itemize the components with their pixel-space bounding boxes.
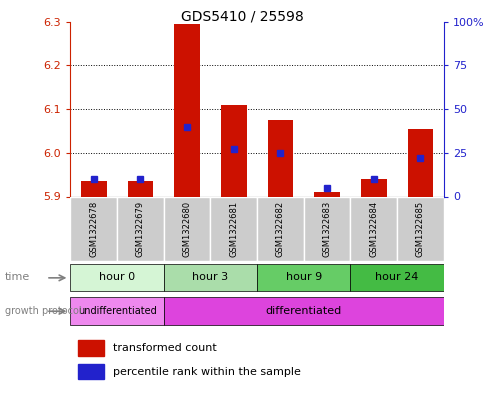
Text: time: time bbox=[5, 272, 30, 283]
Bar bbox=[257, 197, 303, 261]
Bar bbox=[164, 264, 257, 291]
Bar bbox=[349, 264, 443, 291]
Bar bbox=[164, 197, 210, 261]
Bar bbox=[81, 181, 106, 196]
Text: undifferentiated: undifferentiated bbox=[77, 306, 156, 316]
Text: hour 24: hour 24 bbox=[375, 272, 418, 283]
Bar bbox=[174, 24, 199, 196]
Text: GSM1322682: GSM1322682 bbox=[275, 201, 284, 257]
Bar bbox=[210, 197, 257, 261]
Text: GSM1322683: GSM1322683 bbox=[322, 201, 331, 257]
Bar bbox=[314, 192, 339, 196]
Bar bbox=[70, 197, 117, 261]
Bar bbox=[407, 129, 432, 196]
Text: hour 3: hour 3 bbox=[192, 272, 228, 283]
Bar bbox=[396, 197, 443, 261]
Text: GSM1322681: GSM1322681 bbox=[229, 201, 238, 257]
Text: hour 9: hour 9 bbox=[285, 272, 321, 283]
Text: GSM1322685: GSM1322685 bbox=[415, 201, 424, 257]
Text: GSM1322680: GSM1322680 bbox=[182, 201, 191, 257]
Text: GDS5410 / 25598: GDS5410 / 25598 bbox=[181, 10, 303, 24]
Bar bbox=[70, 297, 164, 325]
Text: GSM1322678: GSM1322678 bbox=[89, 201, 98, 257]
Bar bbox=[267, 120, 293, 196]
Bar bbox=[117, 197, 164, 261]
Text: percentile rank within the sample: percentile rank within the sample bbox=[113, 367, 301, 377]
Text: GSM1322684: GSM1322684 bbox=[368, 201, 378, 257]
Bar bbox=[220, 105, 246, 196]
Text: hour 0: hour 0 bbox=[99, 272, 135, 283]
Text: transformed count: transformed count bbox=[113, 343, 216, 353]
Text: GSM1322679: GSM1322679 bbox=[136, 201, 145, 257]
Text: growth protocol: growth protocol bbox=[5, 306, 81, 316]
Bar bbox=[360, 179, 386, 196]
Bar bbox=[77, 340, 104, 356]
Bar bbox=[257, 264, 349, 291]
Text: differentiated: differentiated bbox=[265, 306, 341, 316]
Bar bbox=[349, 197, 396, 261]
Bar bbox=[77, 364, 104, 379]
Bar bbox=[303, 197, 349, 261]
Bar bbox=[127, 181, 153, 196]
Bar bbox=[70, 264, 164, 291]
Bar bbox=[164, 297, 443, 325]
